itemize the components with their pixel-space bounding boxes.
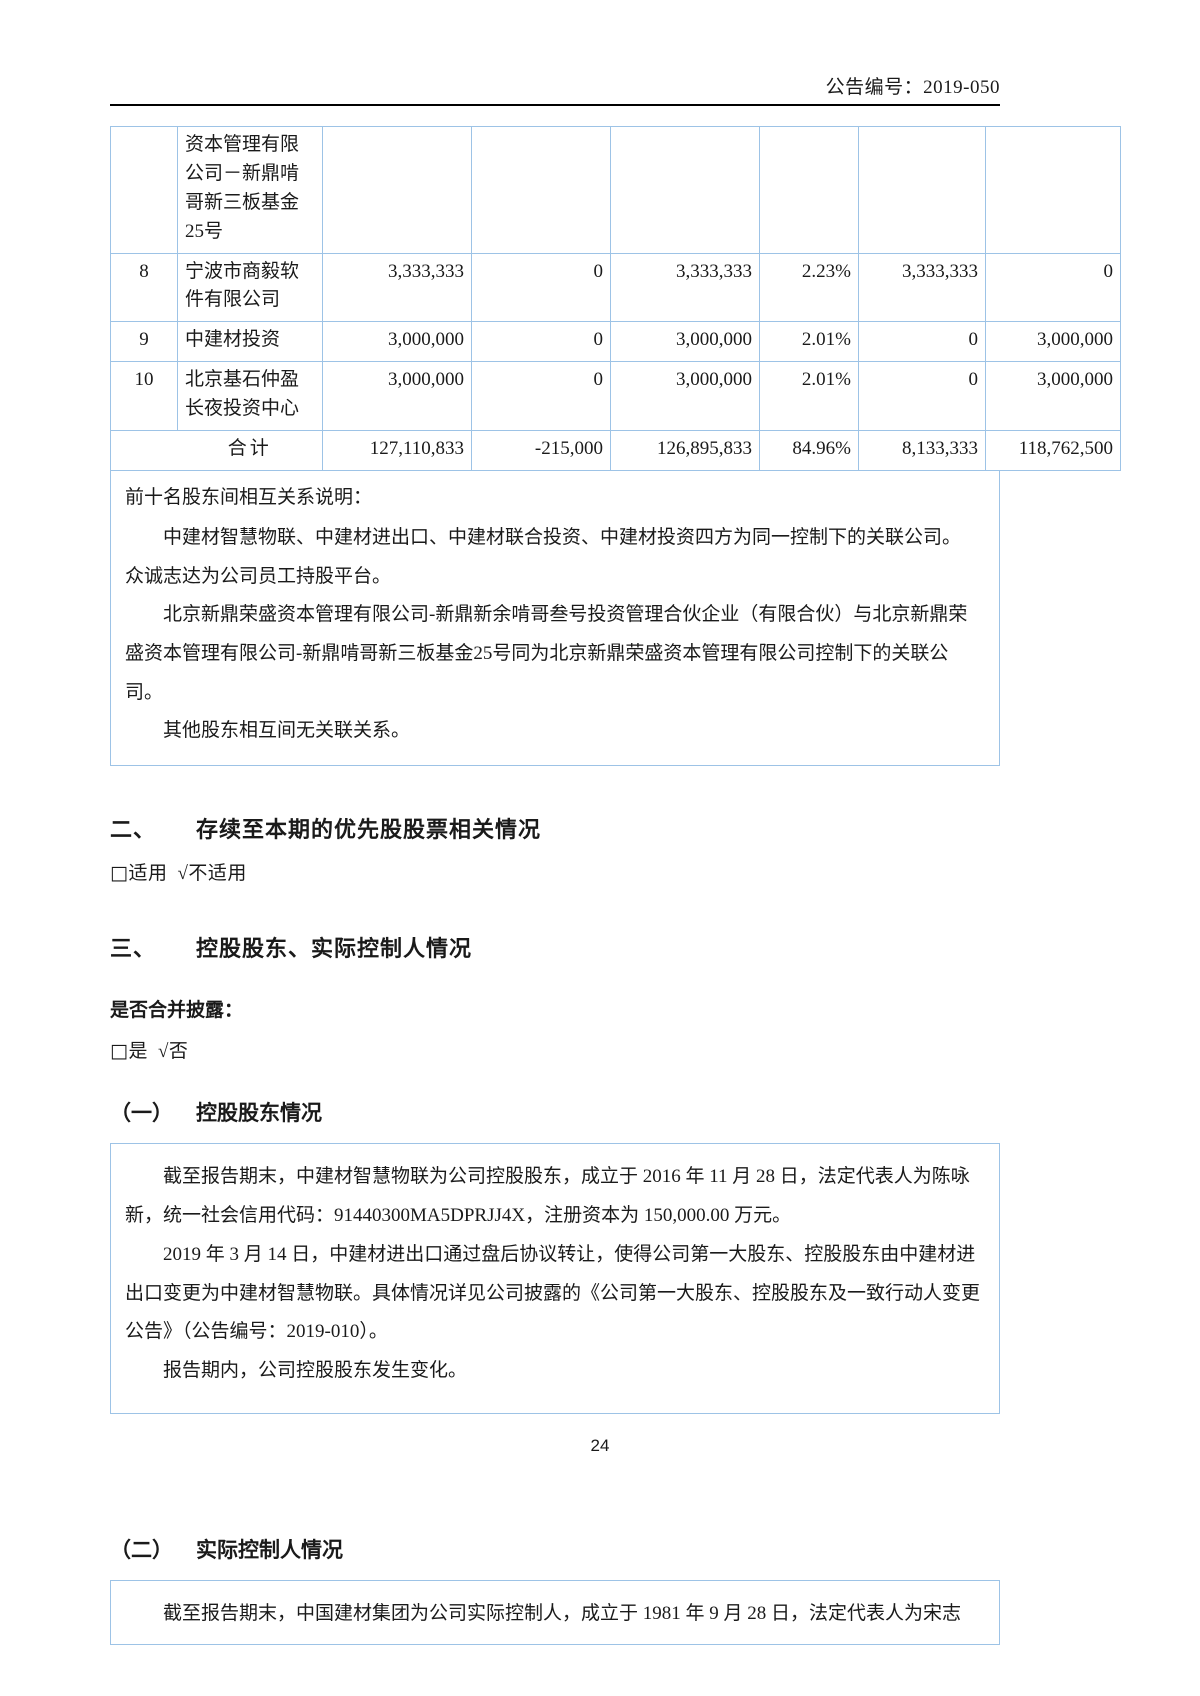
cell-total-shares: 127,110,833 — [322, 429, 472, 471]
table-row: 9 中建材投资 3,000,000 0 3,000,000 2.01% 0 3,… — [110, 321, 1121, 363]
table-row: 10 北京基石仲盈长夜投资中心 3,000,000 0 3,000,000 2.… — [110, 361, 1121, 431]
cell-held: 3,000,000 — [610, 361, 760, 431]
controlling-paragraph-1: 截至报告期末，中建材智慧物联为公司控股股东，成立于 2016 年 11 月 28… — [125, 1165, 970, 1226]
cell-shares — [322, 126, 472, 254]
cell-total-label: 合计 — [177, 429, 323, 471]
cell-change: 0 — [471, 321, 611, 363]
section-three-number: 三、 — [110, 935, 157, 961]
cell-restricted: 0 — [858, 361, 986, 431]
cell-held: 3,000,000 — [610, 321, 760, 363]
cell-change — [471, 126, 611, 254]
notes-paragraph-4: 其他股东相互间无关联关系。 — [163, 720, 411, 742]
actual-controller-box: 截至报告期末，中国建材集团为公司实际控制人，成立于 1981 年 9 月 28 … — [110, 1580, 1000, 1646]
actual-controller-paragraph-1: 截至报告期末，中国建材集团为公司实际控制人，成立于 1981 年 9 月 28 … — [163, 1603, 962, 1625]
page-content: 资本管理有限公司－新鼎啃哥新三板基金25号 8 宁波市商毅软件有限公司 3,33… — [110, 126, 1121, 1646]
notes-paragraph-2: 众诚志达为公司员工持股平台。 — [125, 565, 392, 587]
cell-index-empty — [110, 429, 178, 471]
cell-change: 0 — [471, 252, 611, 323]
merge-disclosure-label: 是否合并披露： — [110, 999, 244, 1021]
section-three-title: 控股股东、实际控制人情况 — [196, 935, 473, 961]
label-not-applicable: 不适用 — [188, 862, 247, 884]
notes-lead: 前十名股东间相互关系说明： — [125, 486, 373, 508]
cell-total-unrestricted: 118,762,500 — [985, 429, 1121, 471]
label-no: 否 — [168, 1040, 189, 1062]
subsection-two-number: （二） — [110, 1539, 173, 1563]
cell-name: 北京基石仲盈长夜投资中心 — [177, 361, 323, 431]
label-applicable: 适用 — [128, 862, 168, 884]
notes-paragraph-3: 北京新鼎荣盛资本管理有限公司-新鼎新余啃哥叁号投资管理合伙企业（有限合伙）与北京… — [125, 604, 968, 703]
checkmark-icon[interactable]: √ — [157, 1040, 169, 1062]
announcement-number: 公告编号：2019-050 — [825, 77, 1000, 98]
section-two-number: 二、 — [110, 816, 157, 842]
merge-disclosure-choice: □是 √否 — [110, 1036, 1000, 1063]
cell-unrestricted — [985, 126, 1121, 254]
page-header: 公告编号：2019-050 — [110, 72, 1000, 99]
subsection-two-title: 实际控制人情况 — [196, 1539, 343, 1563]
controlling-paragraph-2: 2019 年 3 月 14 日，中建材进出口通过盘后协议转让，使得公司第一大股东… — [125, 1243, 981, 1343]
cell-percent: 2.01% — [759, 321, 859, 363]
cell-percent — [759, 126, 859, 254]
section-two-title: 存续至本期的优先股股票相关情况 — [196, 816, 542, 842]
label-yes: 是 — [128, 1040, 148, 1062]
notes-paragraph-1: 中建材智慧物联、中建材进出口、中建材联合投资、中建材投资四方为同一控制下的关联公… — [163, 527, 962, 549]
top-shareholders-table: 资本管理有限公司－新鼎啃哥新三板基金25号 8 宁波市商毅软件有限公司 3,33… — [110, 126, 1121, 471]
cell-unrestricted: 3,000,000 — [985, 321, 1121, 363]
checkmark-icon[interactable]: √ — [177, 862, 189, 884]
cell-restricted: 0 — [858, 321, 986, 363]
cell-total-restricted: 8,133,333 — [858, 429, 986, 471]
section-heading-two: 二、 存续至本期的优先股股票相关情况 — [110, 812, 1000, 844]
cell-name: 资本管理有限公司－新鼎啃哥新三板基金25号 — [177, 126, 323, 254]
cell-shares: 3,333,333 — [322, 252, 472, 323]
cell-percent: 2.01% — [759, 361, 859, 431]
subsection-heading-one: （一） 控股股东情况 — [110, 1097, 1000, 1127]
cell-index — [110, 126, 178, 254]
cell-total-change: -215,000 — [471, 429, 611, 471]
subsection-one-number: （一） — [110, 1101, 173, 1125]
table-total-row: 合计 127,110,833 -215,000 126,895,833 84.9… — [110, 429, 1121, 471]
cell-unrestricted: 3,000,000 — [985, 361, 1121, 431]
cell-percent: 2.23% — [759, 252, 859, 323]
page-footer: 24 — [0, 1436, 1200, 1456]
shareholder-relations-notes: 前十名股东间相互关系说明： 中建材智慧物联、中建材进出口、中建材联合投资、中建材… — [110, 470, 1000, 766]
cell-index: 8 — [110, 252, 178, 323]
cell-name: 中建材投资 — [177, 321, 323, 363]
cell-held — [610, 126, 760, 254]
controlling-shareholder-box: 截至报告期末，中建材智慧物联为公司控股股东，成立于 2016 年 11 月 28… — [110, 1142, 1000, 1415]
table-row: 8 宁波市商毅软件有限公司 3,333,333 0 3,333,333 2.23… — [110, 252, 1121, 323]
cell-name: 宁波市商毅软件有限公司 — [177, 252, 323, 323]
cell-index: 9 — [110, 321, 178, 363]
subsection-one-title: 控股股东情况 — [196, 1101, 322, 1125]
subsection-heading-two: （二） 实际控制人情况 — [110, 1534, 1000, 1564]
cell-total-held: 126,895,833 — [610, 429, 760, 471]
page-number: 24 — [590, 1436, 610, 1455]
checkbox-unchecked-icon[interactable]: □ — [110, 861, 129, 884]
cell-total-percent: 84.96% — [759, 429, 859, 471]
vertical-spacer — [110, 1414, 1000, 1500]
table-row: 资本管理有限公司－新鼎啃哥新三板基金25号 — [110, 126, 1121, 254]
cell-unrestricted: 0 — [985, 252, 1121, 323]
cell-restricted: 3,333,333 — [858, 252, 986, 323]
section-heading-three: 三、 控股股东、实际控制人情况 — [110, 931, 1000, 963]
header-divider — [110, 104, 1000, 106]
preferred-shares-applicability: □适用 √不适用 — [110, 858, 1000, 885]
cell-shares: 3,000,000 — [322, 361, 472, 431]
cell-restricted — [858, 126, 986, 254]
cell-change: 0 — [471, 361, 611, 431]
checkbox-unchecked-icon[interactable]: □ — [110, 1039, 129, 1062]
cell-index: 10 — [110, 361, 178, 431]
controlling-paragraph-3: 报告期内，公司控股股东发生变化。 — [163, 1360, 468, 1382]
cell-shares: 3,000,000 — [322, 321, 472, 363]
cell-held: 3,333,333 — [610, 252, 760, 323]
